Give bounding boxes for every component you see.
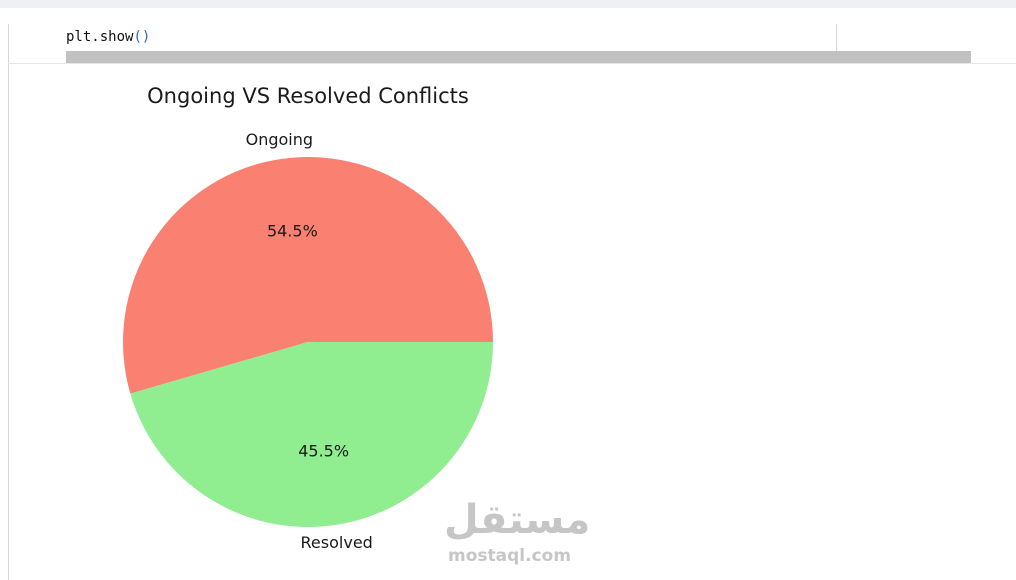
pie-percent-label-resolved: 45.5% xyxy=(298,441,349,460)
pie-slice-ongoing xyxy=(123,157,493,394)
watermark-arabic: مستقل xyxy=(444,497,591,543)
watermark-latin: mostaql.com xyxy=(448,546,572,566)
pie-percent-label-ongoing: 54.5% xyxy=(267,222,318,241)
horizontal-scrollbar[interactable] xyxy=(66,51,971,63)
code-parens: () xyxy=(133,29,151,45)
output-divider xyxy=(8,63,1016,64)
notebook-top-strip xyxy=(0,0,1016,8)
cell-left-border xyxy=(8,24,9,580)
chart-title: Ongoing VS Resolved Conflicts xyxy=(147,84,469,108)
pie-category-label-resolved: Resolved xyxy=(301,533,373,552)
code-line[interactable]: plt.show() xyxy=(66,29,150,45)
code-call: plt.show xyxy=(66,29,134,45)
pie-category-label-ongoing: Ongoing xyxy=(246,130,313,149)
code-cell-divider xyxy=(836,24,837,64)
pie-slice-resolved xyxy=(130,342,494,528)
